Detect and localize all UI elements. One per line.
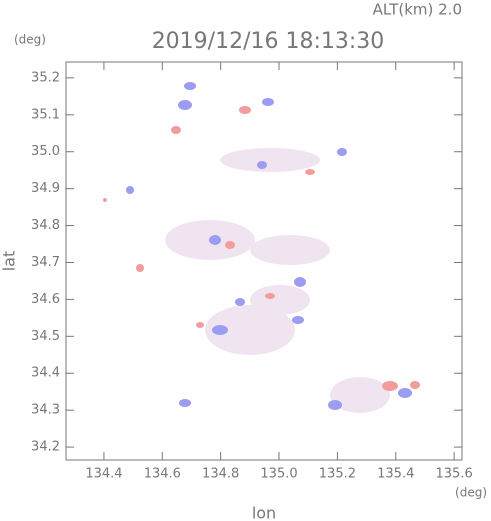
chart-title: 2019/12/16 18:13:30 [152, 29, 385, 54]
y-axis-label: lat [0, 251, 19, 272]
x-tick-label: 134.8 [202, 467, 239, 482]
echoes [103, 82, 420, 413]
y-tick-label: 34.6 [31, 292, 60, 307]
y-tick-label: 34.4 [31, 366, 60, 381]
y-tick-label: 34.8 [31, 218, 60, 233]
y-tick-label: 34.7 [31, 255, 60, 270]
y-tick-label: 34.2 [31, 440, 60, 455]
subtitle: ALT(km) 2.0 [373, 1, 462, 19]
x-tick-label: 134.6 [144, 467, 181, 482]
x-tick-label: 135.4 [377, 467, 414, 482]
x-tick-label: 134.4 [85, 467, 122, 482]
y-tick-label: 34.9 [31, 181, 60, 196]
y-tick-label: 35.0 [31, 144, 60, 159]
y-unit: (deg) [14, 33, 46, 47]
y-tick-label: 35.2 [31, 70, 60, 85]
plot-frame [65, 61, 463, 461]
y-tick-label: 34.5 [31, 329, 60, 344]
y-tick-label: 35.1 [31, 107, 60, 122]
x-tick-label: 135.2 [319, 467, 356, 482]
y-tick-label: 34.3 [31, 403, 60, 418]
x-axis-label: lon [252, 504, 276, 521]
x-tick-label: 135.6 [436, 467, 473, 482]
x-unit: (deg) [455, 486, 487, 500]
x-tick-label: 135.0 [260, 467, 297, 482]
